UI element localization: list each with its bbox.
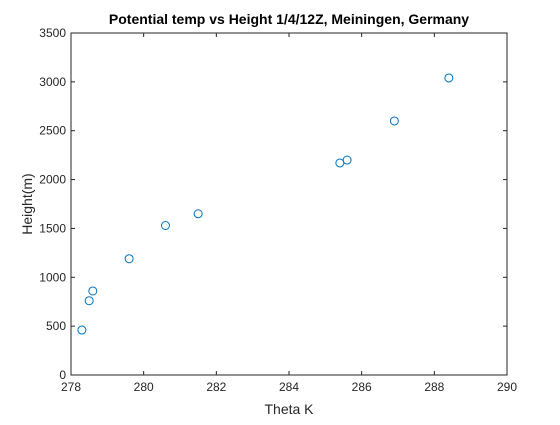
data-point <box>444 73 454 83</box>
y-axis-label: Height(m) <box>19 173 35 234</box>
x-axis-label: Theta K <box>264 401 314 417</box>
y-tick-label: 0 <box>59 368 66 382</box>
plot-area: 278 280 282 284 286 288 290 0 500 1000 1500 2000 250… <box>39 26 517 394</box>
chart-title: Potential temp vs Height 1/4/12Z, Meinin… <box>109 11 469 27</box>
data-point <box>77 325 87 335</box>
y-tick-label: 1000 <box>39 270 66 284</box>
data-point <box>160 220 170 230</box>
x-tick-label: 280 <box>134 380 154 394</box>
x-tick-label: 290 <box>497 380 517 394</box>
data-point <box>342 155 352 165</box>
y-tick-label: 2000 <box>39 173 66 187</box>
x-tick-label: 288 <box>424 380 444 394</box>
data-point <box>88 286 98 296</box>
x-tick-label: 284 <box>279 380 299 394</box>
y-tick-label: 3500 <box>39 26 66 40</box>
data-point <box>124 254 134 264</box>
y-tick-label: 3000 <box>39 75 66 89</box>
x-tick-label: 282 <box>206 380 226 394</box>
data-point <box>193 209 203 219</box>
x-tick-label: 278 <box>61 380 81 394</box>
plot-frame <box>70 32 508 376</box>
y-tick-label: 1500 <box>39 221 66 235</box>
y-tick-label: 2500 <box>39 124 66 138</box>
y-tick-label: 500 <box>46 319 66 333</box>
x-tick-label: 286 <box>352 380 372 394</box>
data-point <box>389 116 399 126</box>
data-point <box>84 296 94 306</box>
